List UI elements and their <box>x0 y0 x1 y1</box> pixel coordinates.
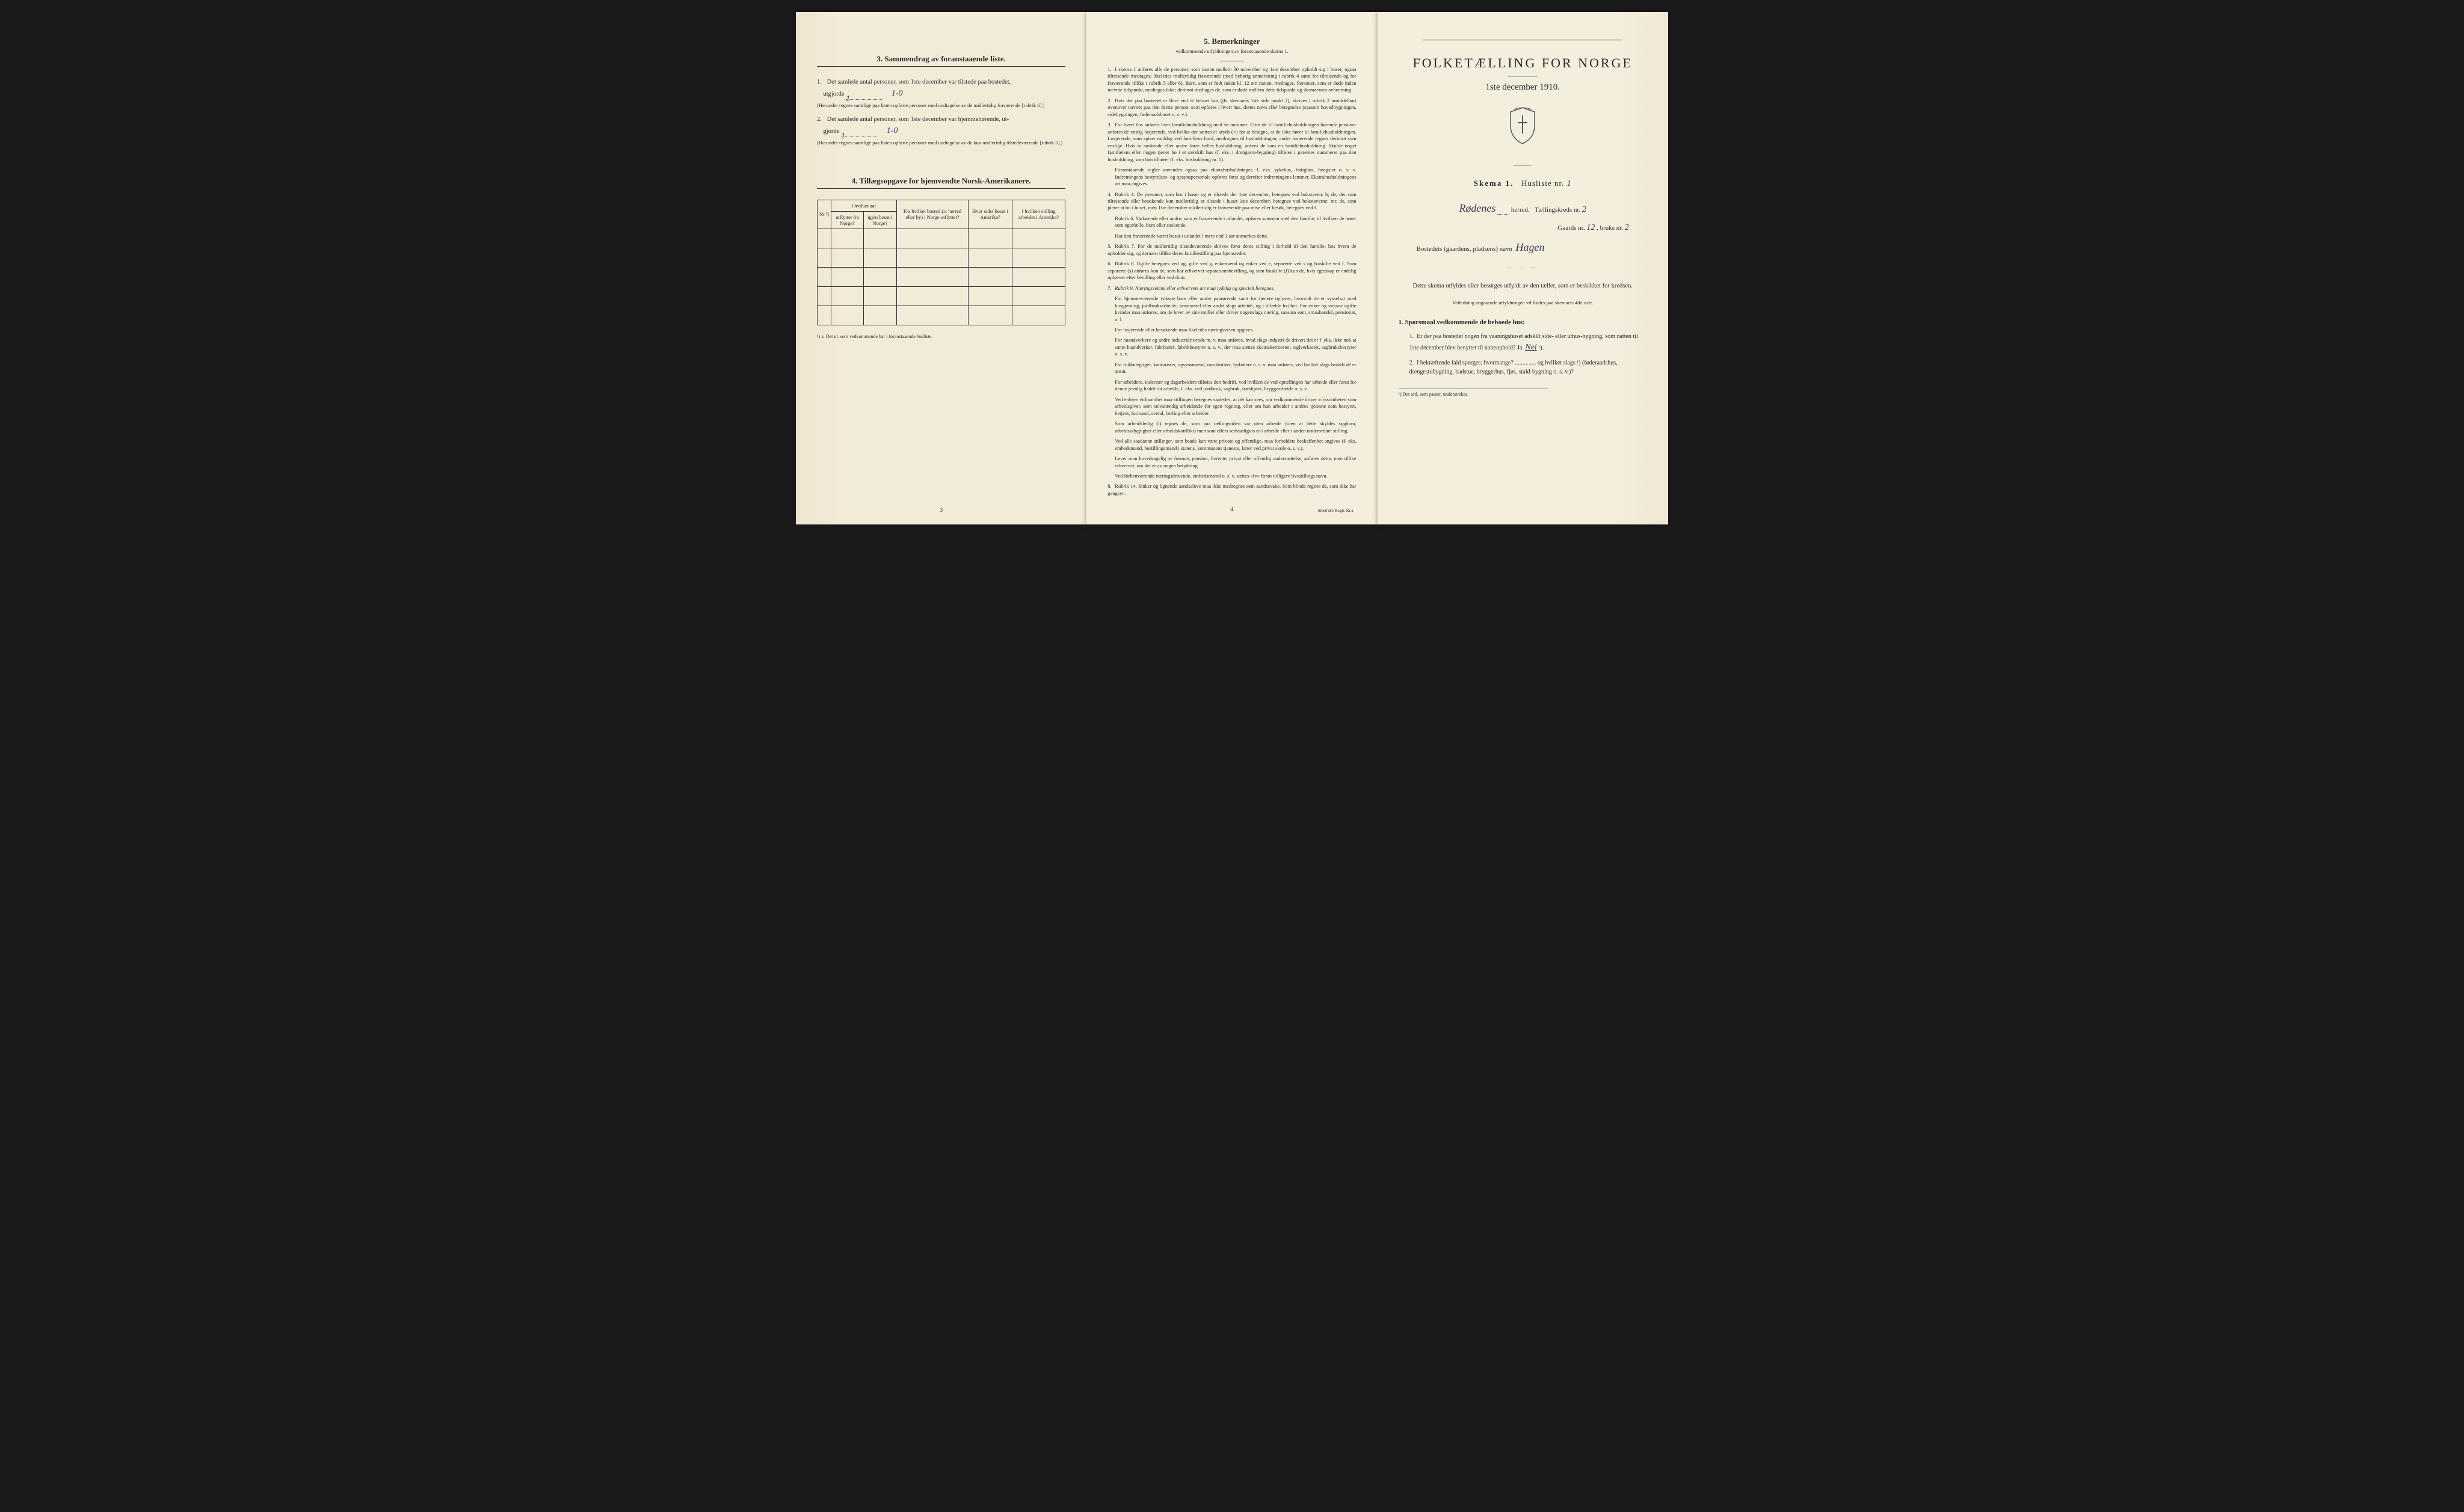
th-nr: Nr.¹) <box>818 200 831 229</box>
question-1: 1. Det samlede antal personer, som 1ste … <box>817 78 1065 109</box>
footnote-4: ¹) ɔ: Det nr. som vedkommende har i fora… <box>817 334 1065 339</box>
census-date: 1ste december 1910. <box>1399 82 1647 93</box>
tkreds-value: 2 <box>1582 205 1586 214</box>
th-sidst: Hvor sidst bosat i Amerika? <box>969 200 1012 229</box>
remark-3b: Foranstaaende regler anvendes ogsaa paa … <box>1115 167 1356 187</box>
remark-4: 4.Rubrik 4. De personer, som bor i huset… <box>1107 191 1356 212</box>
remark-8: 8.Rubrik 14. Sinker og lignende aandsslo… <box>1107 483 1356 497</box>
th-aar: I hvilket aar <box>831 200 897 211</box>
gaards-line: Gaards nr. 12 , bruks nr. 2 <box>1399 223 1647 233</box>
utgjorde-label: utgjorde <box>824 91 845 97</box>
bosted-value: Hagen <box>1516 241 1545 253</box>
bruks-label: , bruks nr. <box>1597 224 1623 232</box>
gaards-label: Gaards nr. <box>1557 224 1585 232</box>
gaards-value: 12 <box>1586 223 1595 232</box>
remark-7i: Lever man hovedsagelig av formue, pensio… <box>1115 455 1356 469</box>
sub-question-2: 2. I bekræftende fald spørges: hvormange… <box>1409 358 1647 376</box>
table-row <box>818 229 1065 248</box>
page-4: 5. Bemerkninger vedkommende utfyldningen… <box>1086 12 1377 524</box>
remark-7e: For arbeidere, inderster og dagarbeidere… <box>1115 379 1356 393</box>
fill-instruction-small: Veiledning angaaende utfyldningen vil fi… <box>1399 300 1647 306</box>
table-row <box>818 248 1065 267</box>
main-title: FOLKETÆLLING FOR NORGE <box>1399 55 1647 71</box>
th-igjen: igjen bosat i Norge? <box>864 211 897 229</box>
remark-7h: Ved alle saadanne stillinger, som baade … <box>1115 438 1356 452</box>
section-3-heading: 3. Sammendrag av foranstaaende liste. <box>817 54 1065 67</box>
gjorde-label: gjorde <box>824 128 840 135</box>
remarks-title: 5. Bemerkninger <box>1107 36 1356 47</box>
q2-note: (Herunder regnes samtlige paa listen opf… <box>817 140 1065 146</box>
table-row <box>818 306 1065 325</box>
remark-7f: Ved enhver virksomhet maa stillingen bet… <box>1115 396 1356 417</box>
page-number-4: 4 <box>1230 506 1233 514</box>
remark-5: 5.Rubrik 7. For de midlertidig tilstedev… <box>1107 243 1356 257</box>
tkreds-label: Tællingskreds nr. <box>1535 206 1580 214</box>
husliste-value: 1 <box>1567 179 1572 188</box>
remark-1: 1.I skema 1 anføres alle de personer, so… <box>1107 66 1356 94</box>
document-spread: 3. Sammendrag av foranstaaende liste. 1.… <box>796 12 1668 524</box>
printer-mark: Steen'ske Bogtr. Kr.a <box>1318 508 1354 514</box>
page-number-3: 3 <box>940 507 943 514</box>
remark-7c: For haandverkere og andre industridriven… <box>1115 337 1356 357</box>
coat-of-arms-icon <box>1399 105 1647 154</box>
remarks-subtitle: vedkommende utfyldningen av foranstaaend… <box>1107 48 1356 55</box>
q2-number: 2. <box>817 115 825 124</box>
table-row <box>818 267 1065 286</box>
remark-4b: Rubrik 6. Sjøfarende eller andre, som er… <box>1115 215 1356 229</box>
q1-note: (Herunder regnes samtlige paa listen opf… <box>817 102 1065 109</box>
remark-7d: For fuldmægtiger, kontorister, opsynsmæn… <box>1115 361 1356 375</box>
section-4-heading: 4. Tillægsopgave for hjemvendte Norsk-Am… <box>817 176 1065 189</box>
remark-3: 3.For hvert hus anføres hver familiehush… <box>1107 121 1356 163</box>
bosted-label: Bostedets (gaardens, pladsens) navn <box>1417 245 1512 253</box>
page-3: 3. Sammendrag av foranstaaende liste. 1.… <box>796 12 1086 524</box>
remark-7: 7.Rubrik 9. Næringsveiens eller erhverve… <box>1107 285 1356 292</box>
bruks-value: 2 <box>1625 223 1629 232</box>
remark-7a: For hjemmeværende voksne barn eller andr… <box>1115 295 1356 323</box>
herred-label: herred. <box>1511 206 1530 214</box>
ornament-divider: — · — <box>1399 265 1647 271</box>
q1-value-2: 1-0 <box>892 89 903 98</box>
emigrant-table: Nr.¹) I hvilket aar Fra hvilket bosted (… <box>817 200 1065 325</box>
remark-7b: For losjerende eller besøkende maa likel… <box>1115 327 1356 333</box>
remark-2: 2.Hvis der paa bostedet er flere end ét … <box>1107 97 1356 118</box>
q2-value-2: 1-0 <box>887 126 898 135</box>
remark-6: 6.Rubrik 8. Ugifte betegnes ved ug, gift… <box>1107 260 1356 281</box>
remark-7g: Som arbeidsledig (l) regnes de, som paa … <box>1115 420 1356 434</box>
q1-text: Det samlede antal personer, som 1ste dec… <box>827 79 1011 85</box>
sub-question-1: 1. Er der paa bostedet nogen fra vaaning… <box>1409 332 1647 354</box>
th-stilling: I hvilken stilling arbeidet i Amerika? <box>1012 200 1065 229</box>
question-section-1: 1. Spørsmaal vedkommende de beboede hus:… <box>1399 319 1647 376</box>
skema-label: Skema 1. <box>1474 179 1514 188</box>
skema-line: Skema 1. Husliste nr. 1 <box>1399 179 1647 189</box>
remark-7j: Ved forhenværende næringsdrivende, embed… <box>1115 473 1356 479</box>
footnote-1: ¹) Det ord, som passer, understrekes. <box>1399 389 1548 397</box>
page-1-cover: FOLKETÆLLING FOR NORGE 1ste december 191… <box>1378 12 1668 524</box>
q1-number: 1. <box>817 78 825 87</box>
question-2: 2. Det samlede antal personer, som 1ste … <box>817 115 1065 146</box>
herred-value: Rødenes <box>1459 202 1495 214</box>
remark-4c: Har den fraværende været bosat i utlande… <box>1115 233 1356 239</box>
q-section-head: 1. Spørsmaal vedkommende de beboede hus: <box>1399 319 1647 326</box>
bosted-line: Bostedets (gaardens, pladsens) navn Hage… <box>1399 241 1647 254</box>
herred-line: Rødenes herred. Tællingskreds nr. 2 <box>1399 202 1647 215</box>
th-bosted: Fra hvilket bosted (ɔ: herred eller by) … <box>896 200 969 229</box>
husliste-label: Husliste nr. <box>1521 179 1564 188</box>
q2-text: Det samlede antal personer, som 1ste dec… <box>827 116 1009 123</box>
fill-instruction: Dette skema utfyldes eller besørges utfy… <box>1399 281 1647 291</box>
th-utflyttet: utflyttet fra Norge? <box>831 211 864 229</box>
table-row <box>818 286 1065 306</box>
nei-answer: Nei <box>1525 343 1536 352</box>
